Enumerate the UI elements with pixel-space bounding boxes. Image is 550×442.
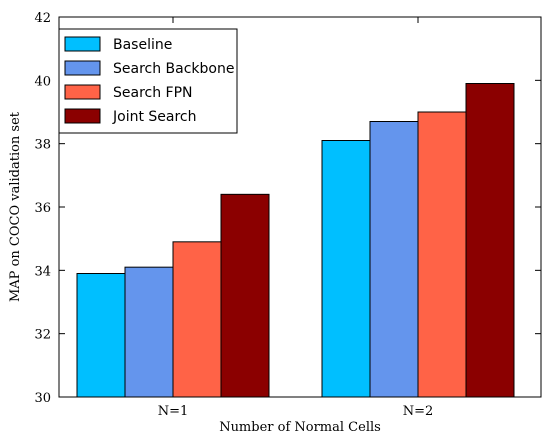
- bar-joint-search-2: [465, 83, 515, 398]
- bar-search-fpn-2: [417, 111, 467, 398]
- y-tick-label: 34: [34, 264, 51, 279]
- legend-swatch-search-fpn: [64, 84, 101, 100]
- legend-label-search-fpn: Search FPN: [113, 85, 193, 101]
- bar-search-backbone-2: [369, 121, 419, 398]
- bar-search-fpn-1: [172, 241, 222, 398]
- bar-joint-search-1: [220, 193, 270, 398]
- plot-frame: [58, 16, 542, 398]
- legend-label-joint-search: Joint Search: [112, 109, 197, 125]
- legend-swatch-joint-search: [64, 108, 101, 124]
- bars-layer: [76, 83, 515, 398]
- x-tick-label: N=2: [403, 404, 434, 419]
- legend-label-baseline: Baseline: [113, 37, 172, 53]
- y-tick-label: 40: [34, 74, 51, 89]
- y-tick-label: 30: [34, 391, 51, 406]
- bar-baseline-1: [76, 273, 126, 398]
- legend-swatch-search-backbone: [64, 60, 101, 76]
- x-axis-label: Number of Normal Cells: [219, 420, 381, 435]
- y-tick-label: 38: [34, 138, 51, 153]
- ticks-layer: 30 32 34 36 38 40 42 N=1 N=2: [34, 11, 541, 419]
- bar-baseline-2: [321, 140, 371, 398]
- y-tick-label: 36: [34, 201, 51, 216]
- legend-swatch-baseline: [64, 36, 101, 52]
- legend: Baseline Search Backbone Search FPN Joint S…: [58, 28, 238, 134]
- x-tick-label: N=1: [158, 404, 189, 419]
- y-axis-label: MAP on COCO validation set: [8, 111, 23, 302]
- y-tick-label: 42: [34, 11, 51, 26]
- bar-search-backbone-1: [124, 266, 174, 398]
- y-tick-label: 32: [34, 328, 51, 343]
- legend-label-search-backbone: Search Backbone: [113, 61, 234, 77]
